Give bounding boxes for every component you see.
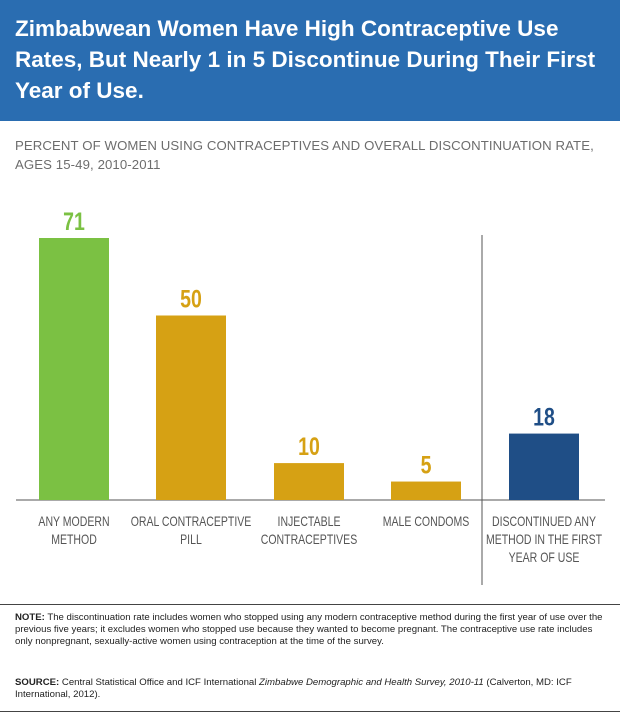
category-label-1-0: ORAL CONTRACEPTIVE bbox=[131, 514, 252, 530]
category-label-2-0: INJECTABLE bbox=[278, 514, 341, 530]
bar-chart: 71 ANY MODERN METHOD 50 ORAL CONTRACEPTIVE PI… bbox=[16, 208, 605, 585]
data-label-3: 5 bbox=[421, 451, 432, 479]
note-text: NOTE: The discontinuation rate includes … bbox=[15, 612, 610, 649]
category-label-4-1: METHOD IN THE FIRST bbox=[486, 532, 603, 548]
data-label-2: 10 bbox=[298, 433, 320, 461]
note-body: The discontinuation rate includes women … bbox=[15, 612, 603, 648]
source-title: Zimbabwe Demographic and Health Survey, … bbox=[259, 677, 484, 688]
footer-divider bbox=[0, 604, 620, 605]
data-label-1: 50 bbox=[180, 285, 202, 313]
header-banner: Zimbabwean Women Have High Contraceptive… bbox=[0, 0, 620, 121]
category-label-1-1: PILL bbox=[180, 532, 202, 548]
category-label-0-0: ANY MODERN bbox=[38, 514, 109, 530]
note-label: NOTE: bbox=[15, 612, 45, 623]
category-label-3-0: MALE CONDOMS bbox=[383, 514, 470, 530]
bar-4 bbox=[509, 433, 579, 500]
category-label-4-0: DISCONTINUED ANY bbox=[492, 514, 596, 530]
bar-0 bbox=[39, 238, 109, 500]
category-label-0-1: METHOD bbox=[51, 532, 97, 548]
bar-1 bbox=[156, 315, 226, 500]
source-label: SOURCE: bbox=[15, 677, 60, 688]
category-label-4-2: YEAR OF USE bbox=[509, 550, 580, 566]
chart-subtitle: PERCENT OF WOMEN USING CONTRACEPTIVES AN… bbox=[15, 138, 594, 172]
bar-2 bbox=[274, 463, 344, 500]
data-label-0: 71 bbox=[63, 208, 85, 236]
data-label-4: 18 bbox=[533, 403, 555, 431]
source-body-2: (Calverton, MD: ICF International, 2012)… bbox=[15, 677, 572, 701]
bottom-divider bbox=[0, 711, 620, 712]
bar-3 bbox=[391, 481, 461, 500]
page-title: Zimbabwean Women Have High Contraceptive… bbox=[15, 16, 596, 103]
source-body-1: Central Statistical Office and ICF Inter… bbox=[59, 677, 260, 688]
source-text: SOURCE: Central Statistical Office and I… bbox=[15, 677, 610, 701]
category-label-2-1: CONTRACEPTIVES bbox=[261, 532, 357, 548]
